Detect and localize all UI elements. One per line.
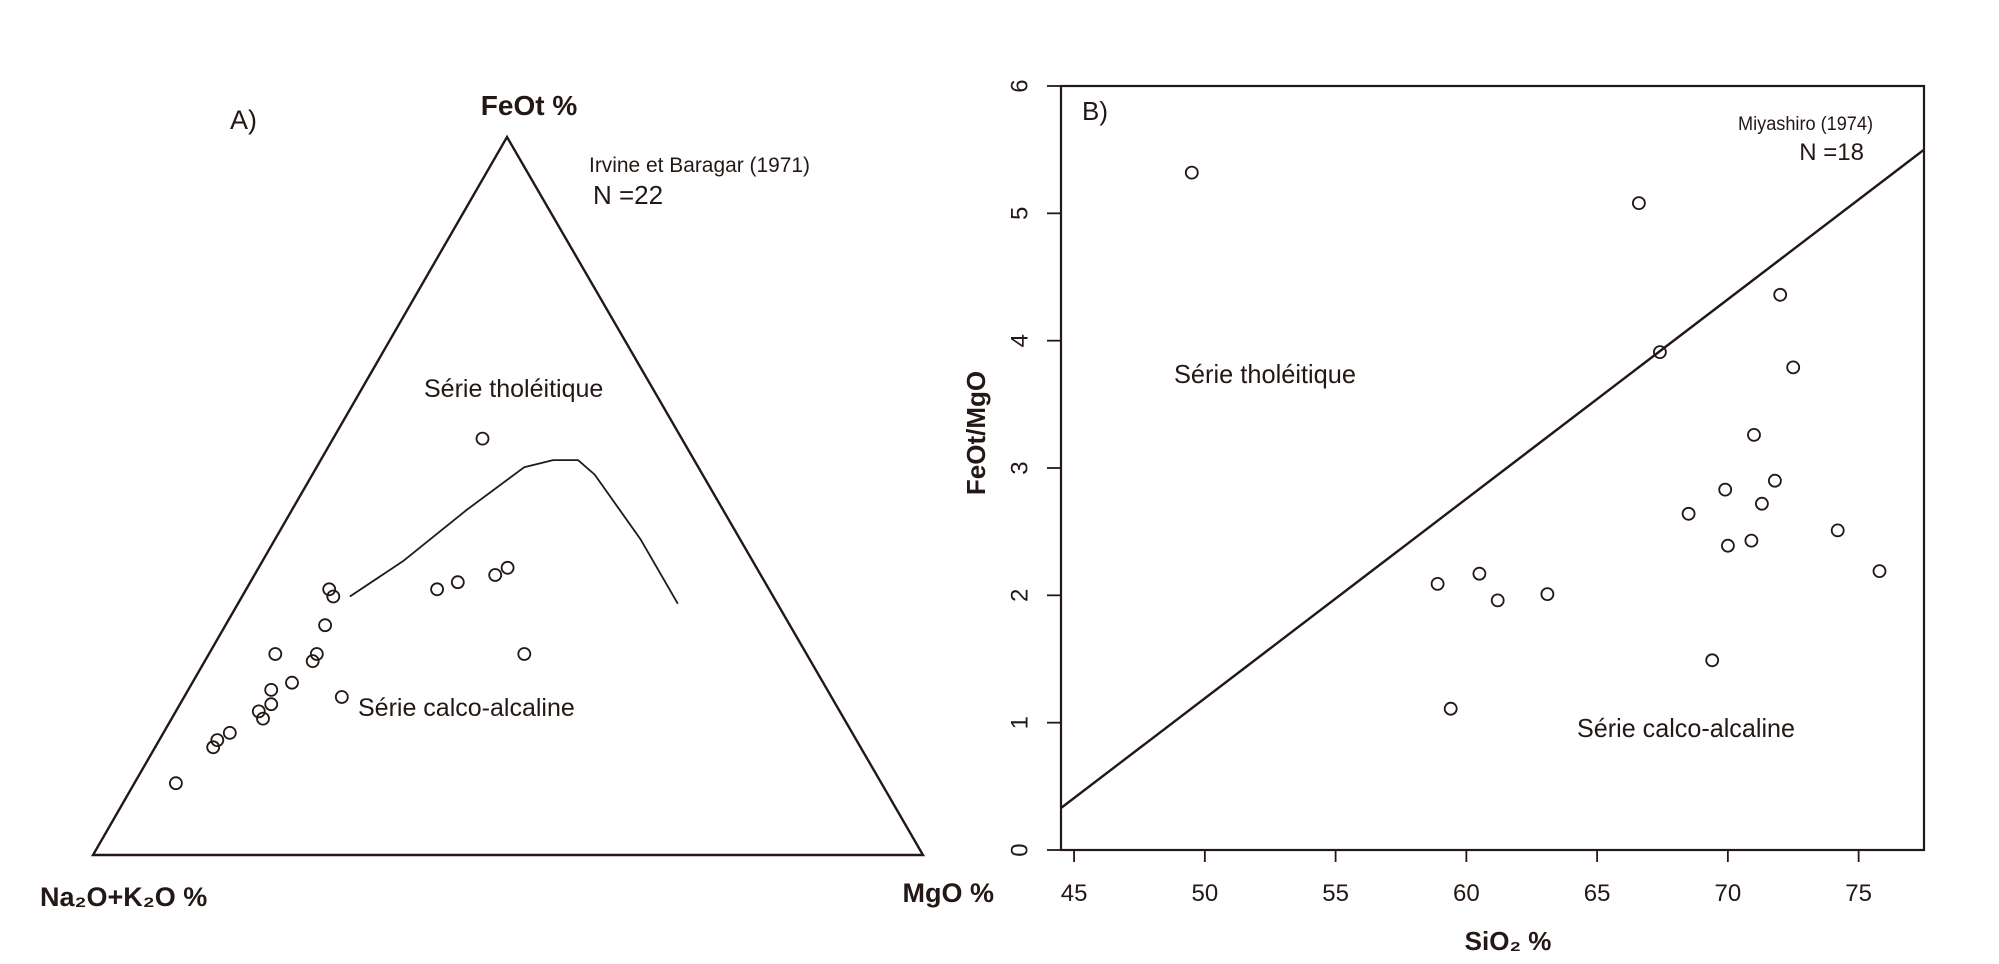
data-point (475, 431, 490, 446)
data-point (305, 654, 320, 668)
x-tick-label: 65 (1584, 880, 1611, 907)
y-axis: 0 1 2 3 4 5 6 (1007, 79, 1061, 857)
reference-citation: Miyashiro (1974) (1738, 114, 1873, 135)
data-point (1705, 653, 1720, 668)
scatter-points (1184, 165, 1887, 716)
data-point (251, 704, 266, 719)
data-point (1747, 427, 1761, 442)
x-tick-label: 60 (1453, 880, 1480, 907)
apex-top-label: FeOt % (481, 90, 578, 121)
data-point (210, 733, 225, 747)
x-axis: 45 50 55 60 65 70 75 (1061, 850, 1872, 907)
ternary-diagram: A) FeOt % Na₂O+K₂O % MgO % Irvine et Bar… (40, 90, 994, 912)
data-point (264, 697, 279, 712)
data-point (1755, 496, 1769, 511)
y-axis-title: FeOt/MgO (961, 371, 991, 495)
x-tick-label: 75 (1845, 880, 1872, 907)
data-point (450, 575, 465, 590)
x-tick-label: 70 (1715, 880, 1742, 907)
x-tick-label: 50 (1191, 880, 1218, 907)
data-point (1773, 287, 1788, 302)
x-tick-label: 45 (1061, 880, 1088, 907)
data-point (1653, 345, 1667, 360)
y-tick-label: 4 (1007, 334, 1034, 347)
x-axis-title: SiO₂ % (1465, 926, 1552, 956)
y-tick-label: 2 (1007, 589, 1034, 602)
data-point (1632, 196, 1646, 211)
data-point (1872, 564, 1887, 578)
data-point (206, 740, 221, 755)
data-point (1184, 165, 1199, 180)
sample-count-label: N =18 (1799, 139, 1864, 166)
data-point (334, 690, 349, 704)
data-point (500, 560, 515, 575)
data-point (1490, 593, 1505, 608)
data-point (1472, 566, 1487, 581)
ternary-points (168, 431, 532, 791)
data-point (1830, 523, 1845, 538)
x-tick-label: 55 (1322, 880, 1349, 907)
data-point (1430, 577, 1445, 591)
data-point (1718, 482, 1733, 497)
data-point (268, 647, 283, 661)
data-point (168, 776, 183, 791)
ternary-triangle (90, 134, 926, 857)
apex-left-label: Na₂O+K₂O % (40, 882, 207, 912)
data-point (318, 618, 333, 633)
data-point (1540, 587, 1555, 601)
data-point (322, 582, 337, 597)
data-point (1681, 506, 1696, 521)
data-point (285, 675, 299, 690)
miyashiro-divider-line (1060, 148, 1925, 809)
panel-a-label: A) (230, 105, 257, 135)
y-tick-label: 6 (1007, 79, 1034, 92)
data-point (517, 647, 532, 661)
y-tick-label: 3 (1007, 461, 1034, 474)
reference-citation: Irvine et Baragar (1971) (589, 154, 810, 177)
data-point (430, 582, 445, 597)
calc-alkaline-field-label: Série calco-alcaline (1577, 713, 1795, 743)
tholeiitic-field-label: Série tholéitique (424, 375, 603, 403)
y-tick-label: 1 (1007, 716, 1034, 729)
data-point (1744, 533, 1759, 548)
tholeiitic-field-label: Série tholéitique (1174, 359, 1356, 389)
sample-count-label: N =22 (593, 180, 663, 210)
calc-alkaline-field-label: Série calco-alcaline (358, 694, 575, 722)
data-point (256, 711, 270, 726)
data-point (488, 568, 503, 582)
data-point (222, 726, 237, 740)
data-point (264, 683, 279, 697)
data-point (1768, 473, 1782, 488)
data-point (1721, 538, 1735, 553)
data-point (1443, 701, 1458, 716)
y-tick-label: 5 (1007, 207, 1034, 220)
data-point (309, 647, 324, 661)
ternary-boundary-line (349, 459, 679, 605)
data-point (1786, 360, 1801, 375)
apex-right-label: MgO % (903, 878, 995, 908)
panel-b-label: B) (1082, 96, 1108, 126)
y-tick-label: 0 (1007, 843, 1034, 856)
data-point (326, 589, 341, 604)
